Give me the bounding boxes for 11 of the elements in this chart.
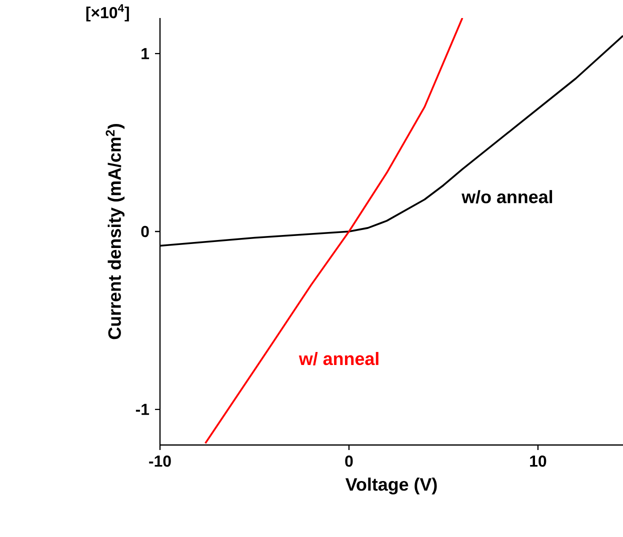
series-label: w/ anneal	[298, 352, 378, 366]
text: [×10$^{4}$]	[86, 4, 129, 22]
y-tick-label: 1	[142, 48, 150, 60]
x-tick-label: -10	[149, 456, 171, 467]
y-tick-label: -1	[136, 404, 150, 415]
series-label: w/o anneal	[462, 190, 552, 204]
y-axis-title: Current density (mA/cm$^{2}$)	[106, 124, 124, 340]
x-tick-label: 10	[530, 456, 546, 467]
x-tick-label: 0	[345, 456, 353, 467]
y-tick-label: 0	[141, 226, 149, 238]
x-axis-title: Voltage (V)	[345, 478, 437, 494]
